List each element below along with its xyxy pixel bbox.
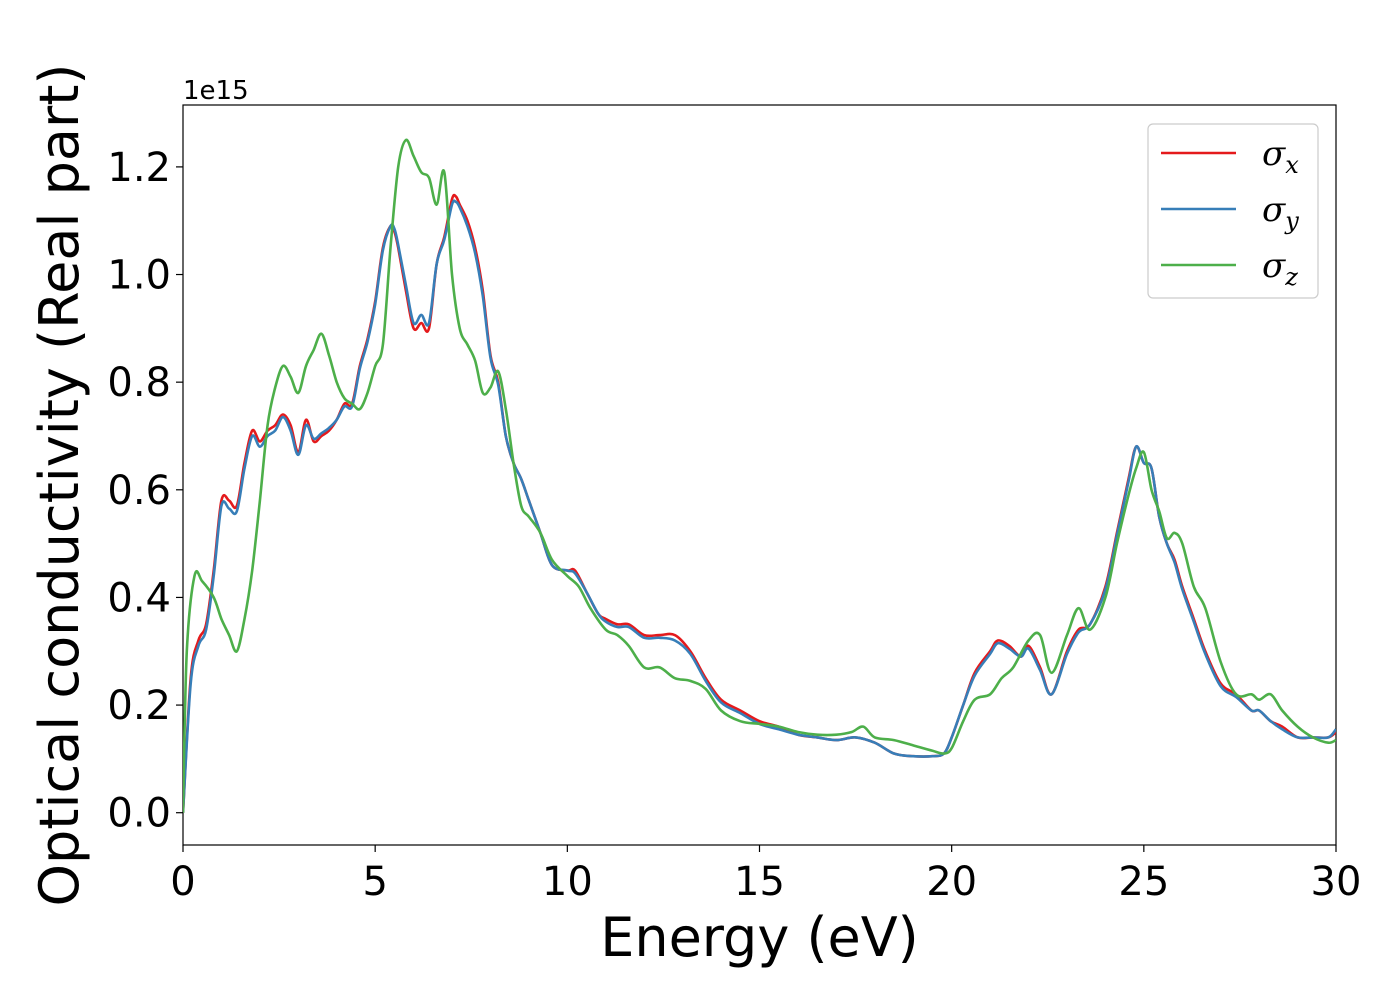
x-tick-label: 10 [542,859,593,905]
x-tick-label: 0 [170,859,195,905]
x-axis: 0 5 10 15 20 25 30 [170,845,1361,905]
y-tick-label: 0.2 [107,683,171,729]
series-line-y [183,199,1336,813]
y-tick-label: 0.0 [107,791,171,837]
legend-label-y: σy [1262,190,1299,235]
x-tick-label: 25 [1118,859,1169,905]
x-tick-label: 15 [734,859,785,905]
y-tick-label: 1.2 [107,145,171,191]
y-axis: 0.0 0.2 0.4 0.6 0.8 1.0 1.2 [107,145,183,837]
x-tick-label: 30 [1311,859,1362,905]
legend-label-z: σz [1262,246,1298,291]
y-axis-title: Optical conductivity (Real part) [28,64,91,907]
y-tick-label: 0.6 [107,468,171,514]
x-tick-label: 20 [926,859,977,905]
y-tick-label: 0.8 [107,360,171,406]
y-offset-label: 1e15 [183,76,249,106]
x-tick-label: 5 [362,859,387,905]
series-line-z [183,138,1336,813]
y-tick-label: 0.4 [107,575,171,621]
legend: σx σy σz [1147,123,1319,299]
y-tick-label: 1.0 [107,253,171,299]
lines-layer [183,138,1336,813]
legend-label-x: σx [1262,134,1299,179]
legend-frame [1147,123,1319,299]
x-axis-title: Energy (eV) [600,906,919,969]
